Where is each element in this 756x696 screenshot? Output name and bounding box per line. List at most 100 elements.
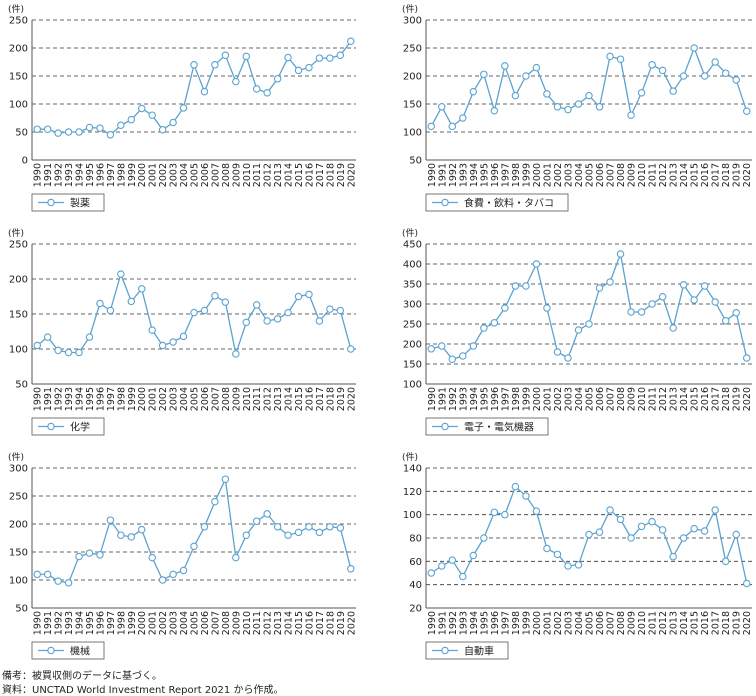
x-tick-label: 1993 xyxy=(64,163,75,187)
x-tick-label: 2009 xyxy=(627,387,638,411)
x-tick-label: 1998 xyxy=(511,163,522,187)
x-tick-label: 2019 xyxy=(336,387,347,411)
x-tick-label: 2015 xyxy=(294,611,305,635)
x-tick-label: 2001 xyxy=(542,163,553,187)
x-tick-label: 1993 xyxy=(64,611,75,635)
data-point xyxy=(690,524,698,533)
data-point xyxy=(564,562,572,570)
data-point xyxy=(190,542,198,551)
data-point xyxy=(627,111,635,119)
data-point xyxy=(574,100,583,108)
x-tick-label: 1991 xyxy=(43,387,54,411)
x-tick-label: 1990 xyxy=(427,163,438,187)
x-tick-label: 2005 xyxy=(585,163,596,187)
x-tick-label: 2015 xyxy=(690,611,701,635)
x-tick-label: 2019 xyxy=(732,611,743,635)
x-tick-label: 2009 xyxy=(231,611,242,635)
data-point xyxy=(137,104,146,113)
y-tick-label: 100 xyxy=(9,576,28,587)
x-tick-label: 1996 xyxy=(95,163,106,187)
x-tick-label: 2002 xyxy=(158,163,169,187)
data-point xyxy=(252,517,261,525)
data-point xyxy=(427,569,436,577)
unit-label: (件) xyxy=(8,3,24,15)
footnote-remarks: 備考：被買収側のデータに基づく。 xyxy=(2,671,162,682)
x-tick-label: 2002 xyxy=(553,611,564,635)
x-tick-label: 1994 xyxy=(469,387,480,411)
x-tick-label: 2001 xyxy=(542,387,553,411)
x-tick-label: 1998 xyxy=(511,387,522,411)
x-tick-label: 1992 xyxy=(54,611,65,635)
x-tick-label: 1991 xyxy=(437,611,448,635)
data-point xyxy=(294,528,303,537)
data-point xyxy=(169,338,177,346)
data-point xyxy=(469,342,478,350)
x-tick-label: 2000 xyxy=(137,387,148,411)
data-point xyxy=(700,282,709,290)
data-point xyxy=(679,72,688,80)
x-tick-label: 2002 xyxy=(158,387,169,411)
data-point xyxy=(690,296,698,304)
y-tick-label: 200 xyxy=(403,72,422,83)
data-point xyxy=(127,533,136,541)
x-tick-label: 1998 xyxy=(511,611,522,635)
x-tick-label: 2008 xyxy=(616,387,627,411)
y-tick-label: 300 xyxy=(403,16,422,27)
data-point xyxy=(427,122,436,131)
x-tick-label: 2012 xyxy=(658,387,669,411)
x-tick-label: 2016 xyxy=(304,611,315,635)
x-tick-label: 2015 xyxy=(294,163,305,187)
legend-marker xyxy=(441,422,449,431)
x-tick-label: 1994 xyxy=(75,387,86,411)
legend-label: 食費・飲料・タバコ xyxy=(464,197,554,210)
x-tick-label: 2000 xyxy=(137,163,148,187)
data-point xyxy=(294,292,303,301)
x-tick-label: 1995 xyxy=(85,387,96,411)
data-point xyxy=(606,506,614,514)
data-point xyxy=(336,524,345,532)
y-tick-label: 120 xyxy=(403,487,422,498)
x-tick-label: 2006 xyxy=(200,387,211,411)
x-tick-label: 2013 xyxy=(273,611,284,635)
x-tick-label: 1997 xyxy=(106,163,117,187)
data-point xyxy=(438,103,446,111)
data-point xyxy=(75,552,83,561)
x-tick-label: 2005 xyxy=(190,387,201,411)
data-point xyxy=(75,348,83,357)
data-point xyxy=(721,557,730,566)
y-tick-label: 150 xyxy=(9,310,28,321)
data-point xyxy=(658,66,667,75)
data-point xyxy=(200,87,209,96)
x-tick-label: 2016 xyxy=(304,387,315,411)
x-tick-label: 2000 xyxy=(532,163,543,187)
data-point xyxy=(616,250,625,258)
data-point xyxy=(96,124,104,132)
data-point xyxy=(711,506,719,514)
data-point xyxy=(648,517,656,526)
x-tick-label: 1998 xyxy=(116,163,127,187)
data-point xyxy=(158,341,167,350)
data-point xyxy=(190,61,198,69)
data-point xyxy=(627,534,635,542)
y-tick-label: 50 xyxy=(15,128,28,139)
y-tick-label: 450 xyxy=(403,240,422,251)
data-point xyxy=(242,531,251,539)
data-point xyxy=(148,553,156,562)
data-point xyxy=(490,508,499,517)
data-point xyxy=(106,131,115,139)
legend: 食費・飲料・タバコ xyxy=(425,193,569,212)
data-point xyxy=(522,492,530,500)
data-point xyxy=(501,510,509,519)
data-point xyxy=(117,531,125,539)
data-point xyxy=(294,66,303,75)
x-tick-label: 1999 xyxy=(521,163,532,187)
data-point xyxy=(326,54,334,62)
data-point xyxy=(347,565,355,573)
x-tick-label: 2019 xyxy=(732,387,743,411)
data-point xyxy=(490,319,499,327)
y-tick-label: 150 xyxy=(9,72,28,83)
data-point xyxy=(200,306,209,315)
x-tick-label: 2018 xyxy=(721,163,732,187)
x-tick-label: 1990 xyxy=(33,163,44,187)
